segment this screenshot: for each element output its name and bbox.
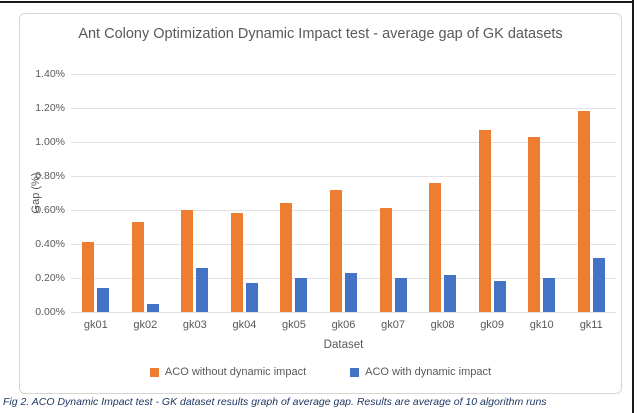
bar-gk11-series1: [577, 111, 590, 312]
x-tick-label: gk06: [331, 319, 356, 331]
chart-legend: ACO without dynamic impact ACO with dynam…: [20, 366, 621, 378]
bar-gk04-series2: [245, 283, 258, 312]
bar-gk05-series1: [280, 203, 293, 312]
gridline: [71, 108, 616, 109]
bar-gk09-series1: [478, 130, 491, 312]
document-border-top: [0, 1, 634, 3]
bar-gk10-series2: [543, 278, 556, 312]
gridline: [71, 176, 616, 177]
x-tick-label: gk04: [232, 319, 257, 331]
bar-gk02-series1: [131, 221, 144, 312]
y-tick-label: 0.00%: [35, 306, 65, 318]
chart: Ant Colony Optimization Dynamic Impact t…: [19, 13, 622, 394]
x-tick-label: gk01: [83, 319, 108, 331]
figure-caption: Fig 2. ACO Dynamic Impact test - GK data…: [3, 396, 547, 408]
y-tick-label: 0.20%: [35, 272, 65, 284]
chart-title-text: Ant Colony Optimization Dynamic Impact t…: [78, 26, 563, 42]
bar-gk08-series1: [429, 182, 442, 312]
gridline: [71, 74, 616, 75]
x-axis-title: Dataset: [323, 339, 364, 351]
x-tick-label: gk08: [430, 319, 455, 331]
legend-label: ACO with dynamic impact: [365, 366, 492, 378]
bar-gk08-series2: [444, 274, 457, 312]
bar-gk06-series1: [330, 189, 342, 312]
bar-gk02-series2: [146, 303, 159, 312]
y-tick-label: 0.40%: [35, 238, 65, 250]
bar-gk07-series1: [379, 208, 392, 312]
bar-gk01-series1: [82, 242, 95, 312]
bar-gk05-series2: [295, 278, 308, 312]
bar-gk11-series2: [592, 257, 605, 312]
y-tick-label: 1.40%: [35, 68, 65, 80]
bar-gk01-series2: [97, 288, 110, 312]
bar-gk06-series2: [345, 272, 357, 312]
x-tick-label: gk03: [182, 319, 207, 331]
gridline: [71, 278, 616, 279]
legend-item: ACO without dynamic impact: [149, 366, 307, 378]
x-tick-label: gk02: [133, 319, 158, 331]
x-tick-label: gk11: [579, 319, 603, 331]
bar-gk03-series2: [196, 267, 209, 312]
gridline: [71, 142, 616, 143]
bar-gk03-series1: [181, 210, 194, 312]
bar-gk10-series1: [528, 136, 541, 312]
chart-title: Ant Colony Optimization Dynamic Impact t…: [20, 23, 621, 45]
bar-gk09-series2: [493, 281, 506, 312]
y-tick-label: 0.80%: [35, 170, 65, 182]
x-tick-label: gk10: [529, 319, 554, 331]
bar-gk07-series2: [394, 278, 407, 312]
gridline: [71, 312, 616, 313]
legend-label: ACO without dynamic impact: [164, 366, 307, 378]
y-axis-labels: 0.00% 0.20% 0.40% 0.60% 0.80% 1.00% 1.20% 1.40%: [20, 68, 65, 318]
document-border-right: [632, 0, 634, 413]
x-tick-label: gk07: [381, 319, 405, 331]
y-tick-label: 0.60%: [35, 204, 65, 216]
y-tick-label: 1.00%: [35, 136, 65, 148]
legend-swatch-icon: [149, 367, 159, 377]
x-tick-label: gk09: [480, 319, 505, 331]
gridline: [71, 210, 616, 211]
legend-swatch-icon: [350, 367, 360, 377]
y-tick-label: 1.20%: [35, 102, 65, 114]
bar-gk04-series1: [230, 213, 243, 312]
plot-area: gk01 gk02 gk03 gk04 gk05 gk06 gk07 gk08 gk09 gk10…: [71, 74, 616, 331]
gridline: [71, 244, 616, 245]
x-tick-label: gk05: [282, 319, 306, 331]
legend-item: ACO with dynamic impact: [350, 366, 491, 378]
